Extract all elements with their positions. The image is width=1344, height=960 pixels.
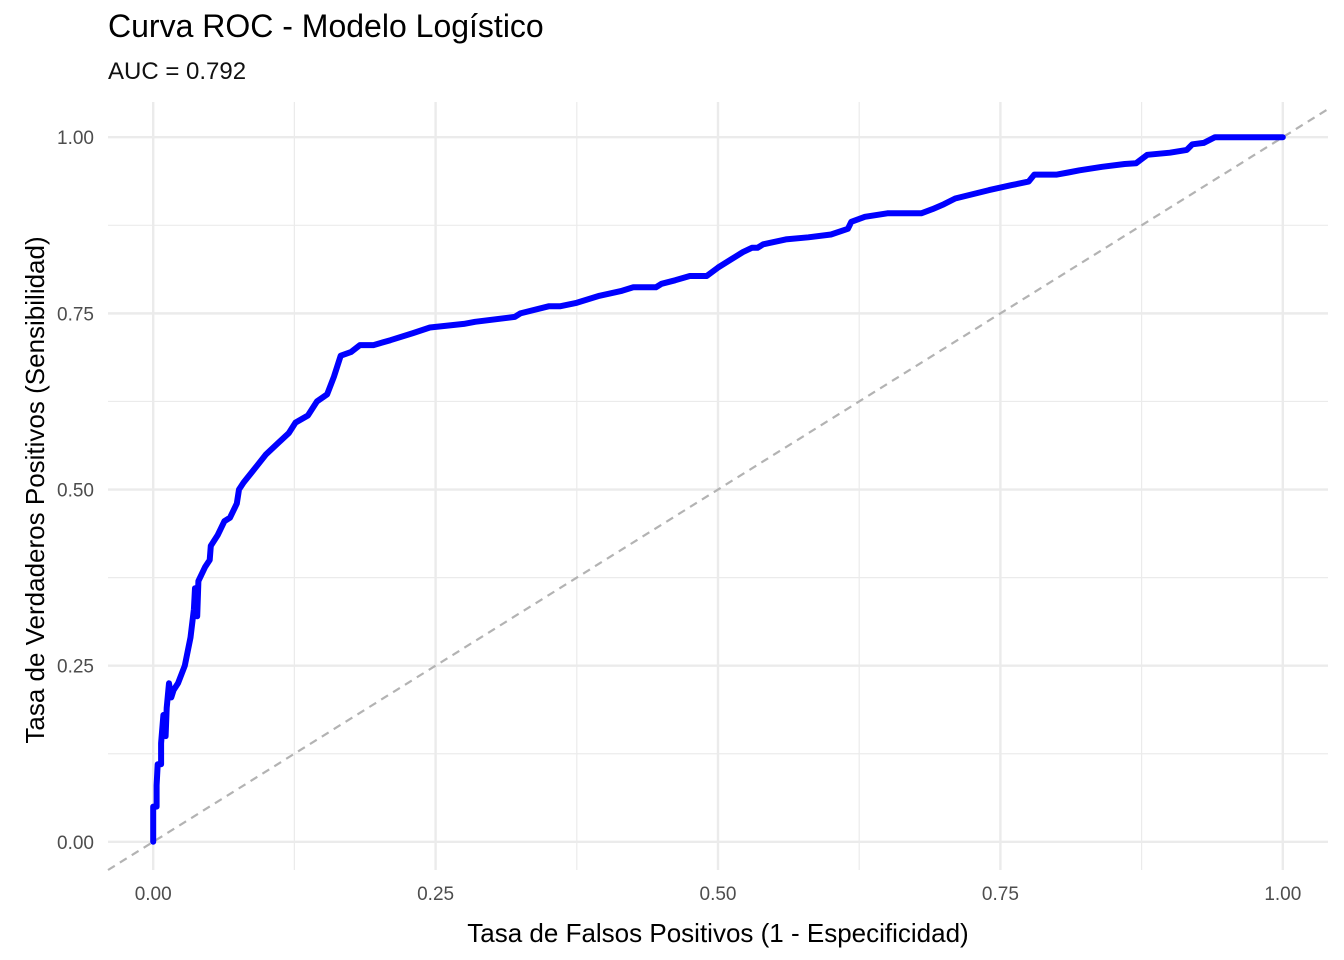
- y-tick-label: 1.00: [57, 128, 94, 149]
- chart-title: Curva ROC - Modelo Logístico: [108, 8, 544, 44]
- y-tick-label: 0.75: [57, 304, 94, 325]
- y-tick-label: 0.50: [57, 481, 94, 502]
- y-tick-label: 0.25: [57, 657, 94, 678]
- x-tick-label: 0.25: [417, 884, 454, 905]
- y-tick-label: 0.00: [57, 833, 94, 854]
- x-tick-label: 0.50: [700, 884, 737, 905]
- x-tick-label: 1.00: [1264, 884, 1301, 905]
- x-tick-label: 0.75: [982, 884, 1019, 905]
- chart-subtitle: AUC = 0.792: [108, 58, 247, 85]
- series: [107, 108, 1329, 871]
- diagonal-reference-line: [107, 108, 1329, 871]
- x-axis-title: Tasa de Falsos Positivos (1 - Especifici…: [467, 918, 968, 948]
- roc-curve-line: [150, 134, 1286, 845]
- grid: [108, 102, 1328, 870]
- x-tick-label: 0.00: [135, 884, 172, 905]
- tick-labels: 0.00 0.25 0.50 0.75 1.00 0.00 0.25 0.50 0.75 1.00: [57, 128, 1301, 905]
- y-axis-title: Tasa de Verdaderos Positivos (Sensibilid…: [20, 236, 50, 743]
